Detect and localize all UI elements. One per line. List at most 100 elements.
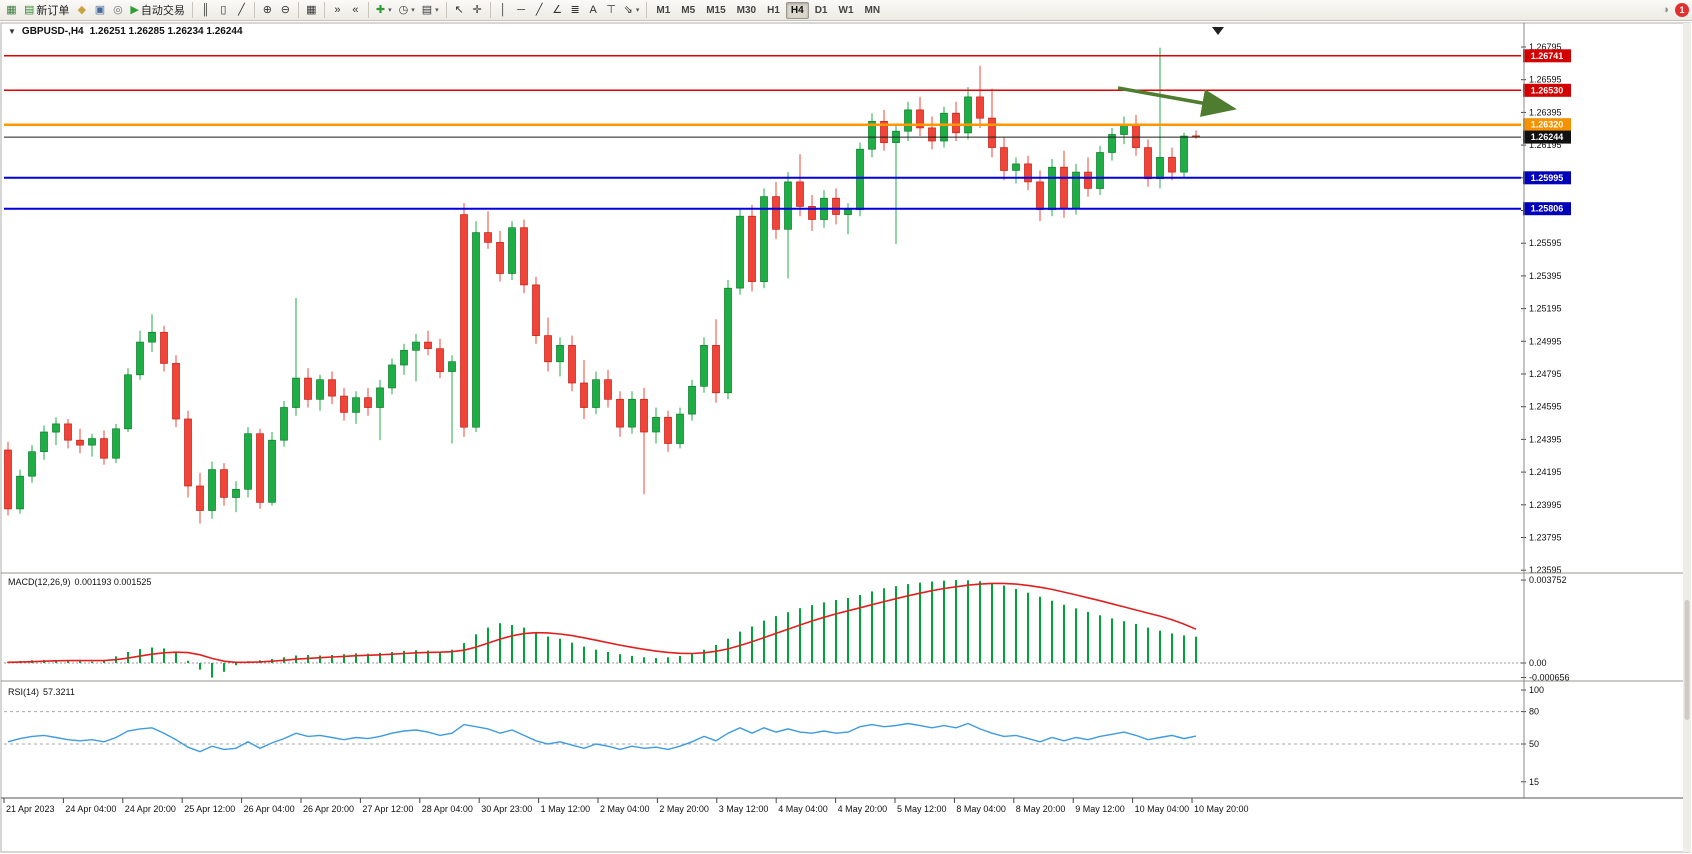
autotrading-button[interactable]: ▶ 自动交易 [127,2,187,19]
one-click-trading-toggle[interactable]: ▼ [8,27,16,36]
svg-text:25 Apr 12:00: 25 Apr 12:00 [184,804,235,814]
svg-text:1.24995: 1.24995 [1529,336,1562,346]
arrows-button[interactable]: ⇘ ▾ [621,2,643,19]
toolbar-separator [489,2,491,18]
toolbar-separator [253,2,255,18]
rsi-label: RSI(14) 57.3211 [8,687,75,697]
zoom-in-button[interactable]: ⊕ [259,2,276,19]
svg-text:8 May 20:00: 8 May 20:00 [1016,804,1066,814]
line-chart-button[interactable]: ╱ [233,2,250,19]
navigator-button[interactable]: ◎ [109,2,126,19]
chart-title: ▼ GBPUSD-,H4 1.26251 1.26285 1.26234 1.2… [8,26,243,37]
vertical-scrollbar[interactable] [1683,23,1691,852]
crosshair-button[interactable]: ✛ [469,2,486,19]
timeframe-m5-button[interactable]: M5 [676,2,700,19]
timeframe-m15-button-label: M15 [706,4,726,16]
fibonacci-button[interactable]: ≣ [567,2,584,19]
timeframe-h4-button-label: H4 [790,4,804,16]
chart-shift-button[interactable]: « [347,2,364,19]
svg-text:80: 80 [1529,707,1539,717]
svg-text:15: 15 [1529,777,1539,787]
macd-values: 0.001193 0.001525 [74,577,152,587]
svg-text:1.25995: 1.25995 [1531,173,1564,183]
shift-marker [1212,27,1224,35]
dropdown-arrow-icon[interactable]: ▾ [635,7,640,14]
timeframe-m15-button[interactable]: M15 [701,2,730,19]
svg-text:2 May 04:00: 2 May 04:00 [600,804,650,814]
trendline-button[interactable]: ╱ [531,2,548,19]
text-button[interactable]: A [585,2,602,19]
timeframe-m1-button[interactable]: M1 [651,2,675,19]
bars-chart-icon: ║ [201,3,210,16]
autotrading-button-label: 自动交易 [140,5,185,17]
svg-text:100: 100 [1529,685,1544,695]
indicators-button[interactable]: ✚ ▾ [373,2,395,19]
market-watch-icon: ◆ [77,3,87,16]
timeframe-m30-button[interactable]: M30 [732,2,761,19]
dropdown-arrow-icon[interactable]: ▾ [388,7,392,14]
dropdown-arrow-icon[interactable]: ▾ [435,7,439,14]
svg-text:28 Apr 04:00: 28 Apr 04:00 [422,804,473,814]
timeframe-m30-button-label: M30 [736,4,757,16]
data-window-icon: ▣ [94,3,106,16]
theme-icon[interactable]: ◑ [1657,2,1674,19]
svg-text:1.25195: 1.25195 [1529,304,1562,314]
timeframe-h1-button-label: H1 [767,4,780,16]
new-chart-button[interactable]: ▦ [3,2,20,19]
svg-text:1.26741: 1.26741 [1531,51,1564,61]
horizontal-line-button[interactable]: ─ [513,2,530,19]
svg-text:1.24595: 1.24595 [1529,402,1562,412]
rsi-name: RSI(14) [8,687,40,697]
moon-icon: ◑ [1662,3,1669,16]
trend-arrow [1117,86,1237,117]
svg-text:4 May 20:00: 4 May 20:00 [838,804,888,814]
cursor-button[interactable]: ↖ [451,2,468,19]
templates-button[interactable]: ▤ ▾ [419,2,442,19]
bars-chart-button[interactable]: ║ [197,2,214,19]
timeframe-w1-button-label: W1 [838,4,854,16]
timeframe-d1-button[interactable]: D1 [810,2,833,19]
zoom-in-icon: ⊕ [262,3,272,16]
tile-windows-button[interactable]: ▦ [303,2,320,19]
dropdown-arrow-icon[interactable]: ▾ [411,7,415,14]
svg-text:1.26595: 1.26595 [1529,75,1562,85]
timeframe-h1-button[interactable]: H1 [762,2,785,19]
notification-badge[interactable]: 1 [1675,3,1689,17]
candlestick-chart-button[interactable]: ▯ [215,2,232,19]
svg-text:0.003752: 0.003752 [1529,575,1567,585]
zoom-out-button[interactable]: ⊖ [277,2,294,19]
zoom-out-icon: ⊖ [280,3,290,16]
svg-text:1.24795: 1.24795 [1529,369,1562,379]
timeframe-h4-button[interactable]: H4 [785,1,809,19]
channel-button[interactable]: ∠ [549,2,566,19]
svg-text:1.26195: 1.26195 [1529,140,1562,150]
toolbar-separator [191,2,193,18]
symbol-period-label: GBPUSD-,H4 [21,26,84,37]
trendline-icon: ╱ [535,3,543,16]
toolbar: ▦ ▤ 新订单 ◆ ▣ ◎ ▶ 自动交易 ║ ▯ ╱ ⊕ ⊖ ▦» «✚ ▾ ◷ ▾ ▤ ▾ ↖ ✛ │ ─ ╱ ∠ ≣ A ⊤ ⇘ ▾ M1… [0,0,1692,21]
text-label-button[interactable]: ⊤ [603,2,620,19]
timeframe-mn-button[interactable]: MN [860,2,886,19]
periods-button[interactable]: ◷ ▾ [396,2,418,19]
svg-text:27 Apr 12:00: 27 Apr 12:00 [362,804,413,814]
svg-text:1 May 12:00: 1 May 12:00 [541,804,591,814]
vertical-line-button[interactable]: │ [495,2,512,19]
svg-text:9 May 12:00: 9 May 12:00 [1075,804,1125,814]
auto-scroll-button[interactable]: » [329,2,346,19]
svg-text:2 May 20:00: 2 May 20:00 [659,804,709,814]
data-window-button[interactable]: ▣ [91,2,108,19]
market-watch-button[interactable]: ◆ [73,2,90,19]
macd-signal-line [7,582,1197,664]
cursor-icon: ↖ [454,3,464,16]
rsi-value: 57.3211 [43,687,75,697]
new-chart-icon: ▦ [6,3,17,16]
svg-text:8 May 04:00: 8 May 04:00 [956,804,1006,814]
new-order-button[interactable]: ▤ 新订单 [21,2,72,19]
toolbar-separator [297,2,299,18]
timeframe-w1-button[interactable]: W1 [834,2,859,19]
svg-text:5 May 12:00: 5 May 12:00 [897,804,947,814]
svg-text:1.23595: 1.23595 [1529,565,1562,575]
svg-text:50: 50 [1529,739,1539,749]
